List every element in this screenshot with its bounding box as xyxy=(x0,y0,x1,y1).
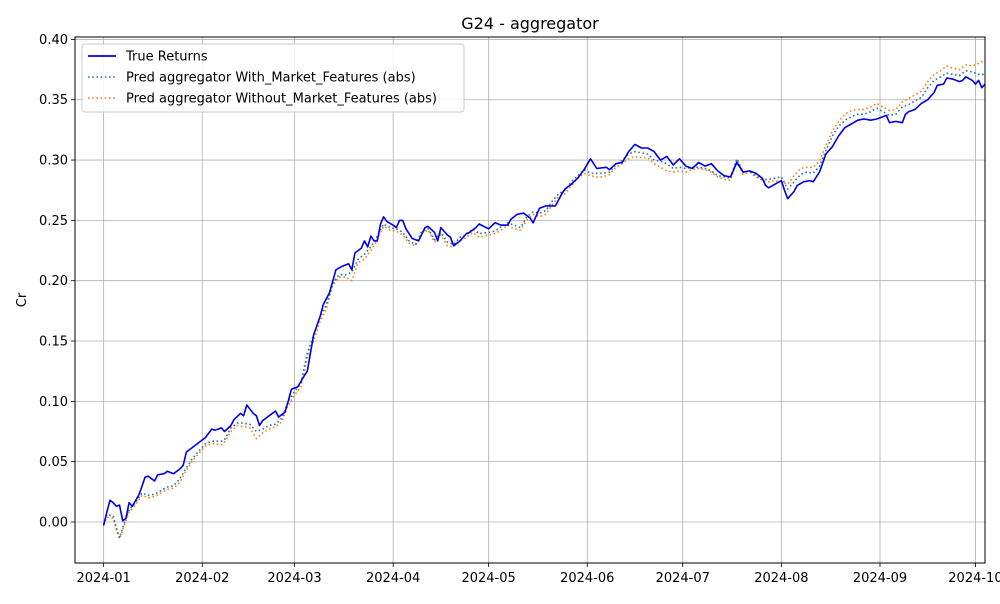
y-tick-label: 0.00 xyxy=(39,515,68,530)
legend: True Returns Pred aggregator With_Market_… xyxy=(81,43,465,113)
x-tick-label: 2024-10 xyxy=(948,571,1000,586)
y-tick-label: 0.35 xyxy=(39,93,68,108)
y-axis: 0.00 0.05 0.10 0.15 0.20 0.25 0.30 0.35 0.40 xyxy=(39,33,75,530)
x-tick-label: 2024-04 xyxy=(366,571,420,586)
legend-box xyxy=(81,43,465,113)
y-tick-label: 0.05 xyxy=(39,455,68,470)
legend-label: True Returns xyxy=(125,50,208,65)
y-tick-label: 0.25 xyxy=(39,214,68,229)
series-group xyxy=(102,59,986,540)
y-tick-label: 0.30 xyxy=(39,154,68,169)
y-tick-label: 0.20 xyxy=(39,274,68,289)
x-axis: 2024-01 2024-02 2024-03 2024-04 2024-05 2024-… xyxy=(76,563,1000,586)
x-tick-label: 2024-08 xyxy=(754,571,808,586)
x-tick-label: 2024-03 xyxy=(267,571,321,586)
legend-label: Pred aggregator Without_Market_Features … xyxy=(126,92,437,107)
series-line-0 xyxy=(102,76,986,526)
legend-label: Pred aggregator With_Market_Features (ab… xyxy=(126,71,416,86)
x-tick-label: 2024-01 xyxy=(76,571,130,586)
y-tick-label: 0.10 xyxy=(39,395,68,410)
chart-title: G24 - aggregator xyxy=(461,14,599,33)
y-axis-label: Cr xyxy=(15,292,30,307)
y-tick-label: 0.15 xyxy=(39,335,68,350)
x-tick-label: 2024-06 xyxy=(560,571,614,586)
x-tick-label: 2024-07 xyxy=(656,571,710,586)
plot-frame xyxy=(74,36,986,564)
x-tick-label: 2024-09 xyxy=(853,571,907,586)
x-tick-label: 2024-05 xyxy=(461,571,515,586)
grid xyxy=(75,37,985,563)
x-tick-label: 2024-02 xyxy=(175,571,229,586)
y-tick-label: 0.40 xyxy=(39,33,68,48)
